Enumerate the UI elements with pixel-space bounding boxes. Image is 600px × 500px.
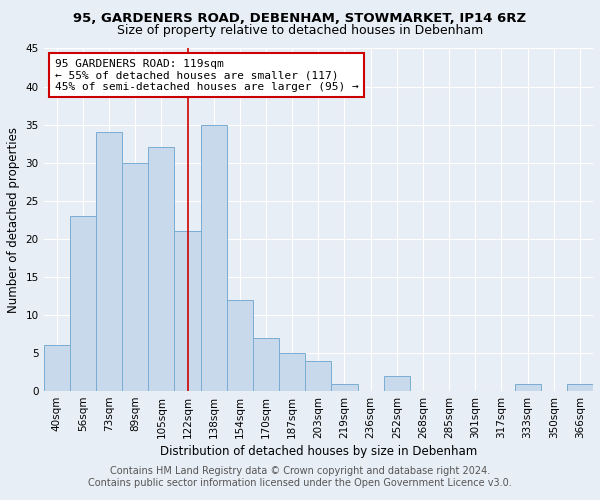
- Bar: [279, 353, 305, 391]
- Text: 95 GARDENERS ROAD: 119sqm
← 55% of detached houses are smaller (117)
45% of semi: 95 GARDENERS ROAD: 119sqm ← 55% of detac…: [55, 58, 358, 92]
- Bar: [44, 346, 70, 391]
- Text: Contains HM Land Registry data © Crown copyright and database right 2024.
Contai: Contains HM Land Registry data © Crown c…: [88, 466, 512, 487]
- Bar: [148, 148, 175, 391]
- Bar: [96, 132, 122, 391]
- Text: Size of property relative to detached houses in Debenham: Size of property relative to detached ho…: [117, 24, 483, 37]
- Bar: [384, 376, 410, 391]
- Bar: [70, 216, 96, 391]
- Bar: [305, 360, 331, 391]
- X-axis label: Distribution of detached houses by size in Debenham: Distribution of detached houses by size …: [160, 445, 477, 458]
- Y-axis label: Number of detached properties: Number of detached properties: [7, 127, 20, 313]
- Text: 95, GARDENERS ROAD, DEBENHAM, STOWMARKET, IP14 6RZ: 95, GARDENERS ROAD, DEBENHAM, STOWMARKET…: [73, 12, 527, 26]
- Bar: [175, 231, 200, 391]
- Bar: [253, 338, 279, 391]
- Bar: [122, 162, 148, 391]
- Bar: [200, 124, 227, 391]
- Bar: [515, 384, 541, 391]
- Bar: [567, 384, 593, 391]
- Bar: [331, 384, 358, 391]
- Bar: [227, 300, 253, 391]
